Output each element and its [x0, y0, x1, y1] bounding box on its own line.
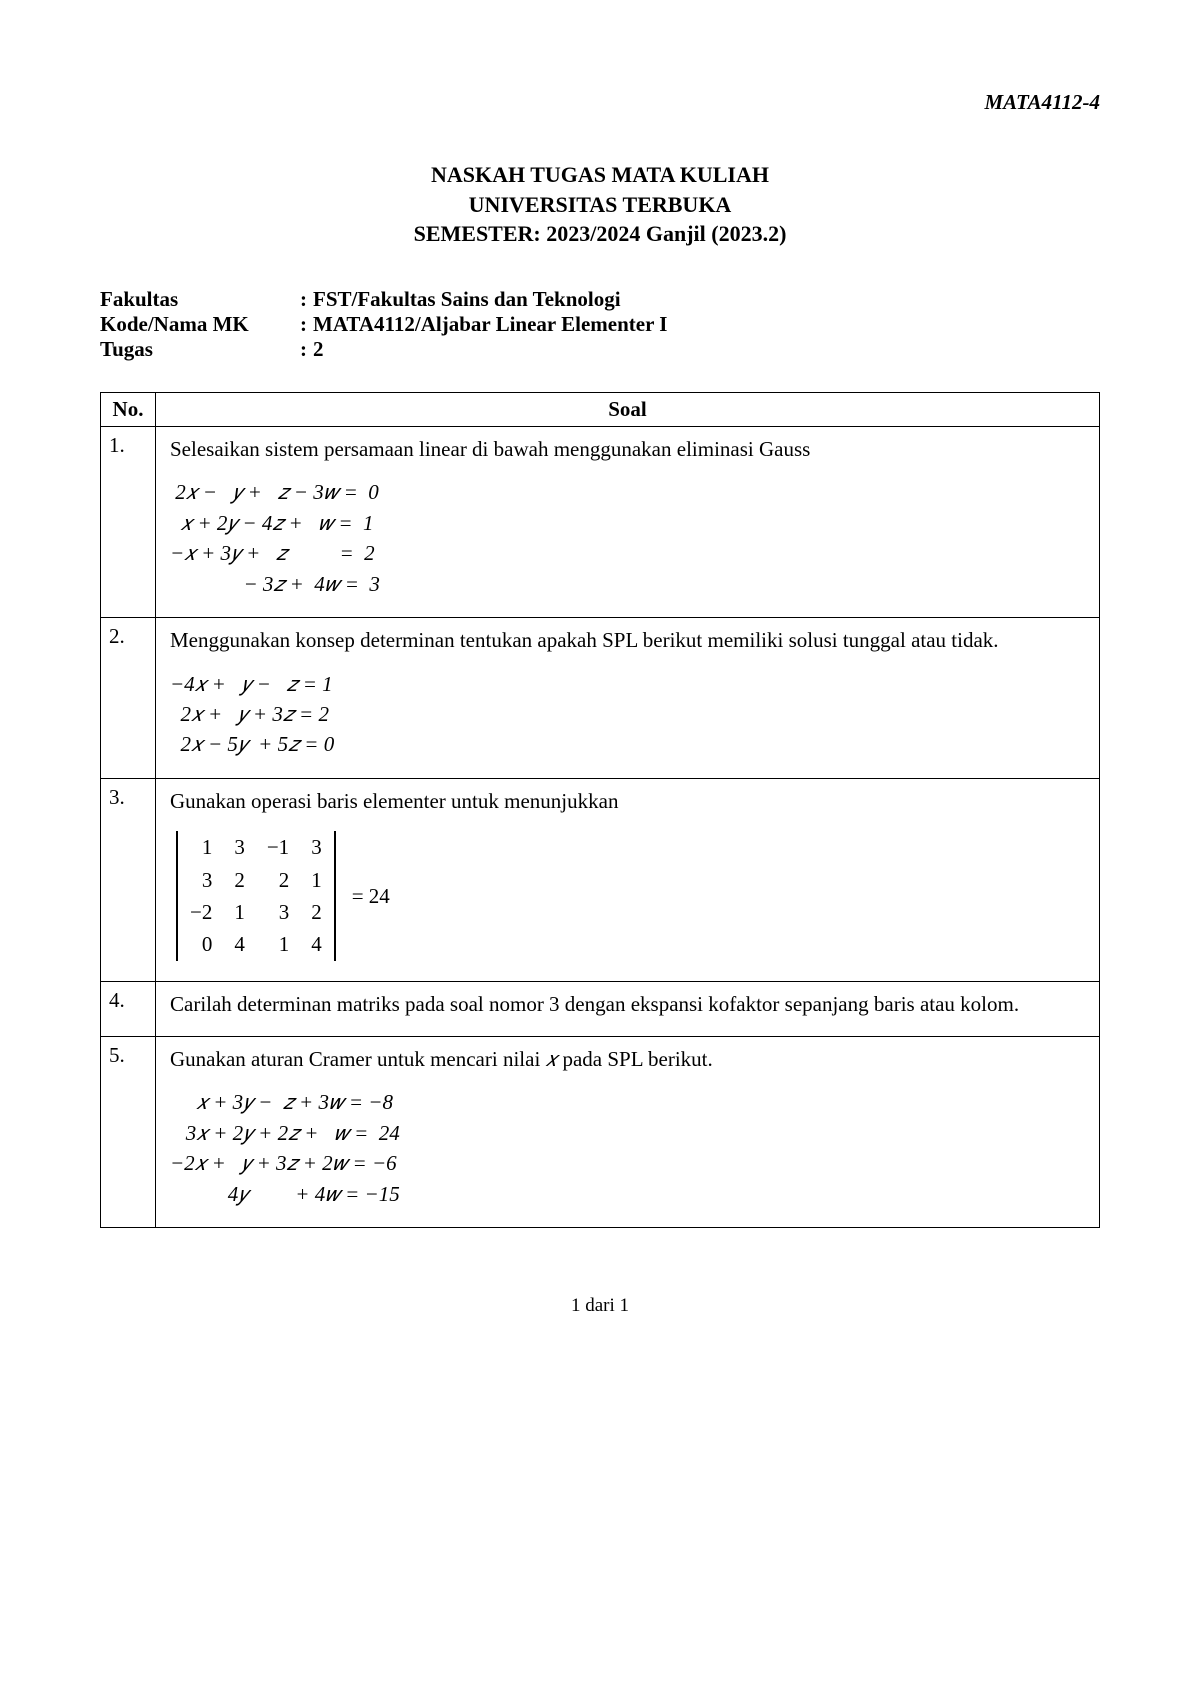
det-cell: 1 [190, 833, 212, 861]
det-cell: −2 [190, 898, 212, 926]
det-cell: 1 [311, 866, 322, 894]
question-number: 1. [101, 427, 156, 618]
det-cell: 2 [311, 898, 322, 926]
col-header-soal: Soal [156, 393, 1100, 427]
title-line-3: SEMESTER: 2023/2024 Ganjil (2023.2) [100, 219, 1100, 249]
meta-label: Tugas [100, 337, 300, 362]
meta-value: FST/Fakultas Sains dan Teknologi [313, 287, 621, 312]
question-number: 5. [101, 1036, 156, 1227]
meta-value: 2 [313, 337, 324, 362]
meta-value: MATA4112/Aljabar Linear Elementer I [313, 312, 667, 337]
det-cell: −1 [267, 833, 289, 861]
question-cell: Carilah determinan matriks pada soal nom… [156, 981, 1100, 1036]
question-text: Carilah determinan matriks pada soal nom… [170, 990, 1085, 1018]
question-number: 4. [101, 981, 156, 1036]
question-cell: Selesaikan sistem persamaan linear di ba… [156, 427, 1100, 618]
det-cell: 2 [267, 866, 289, 894]
det-cell: 2 [234, 866, 245, 894]
question-number: 3. [101, 778, 156, 981]
meta-row: Tugas : 2 [100, 337, 1100, 362]
question-text: Gunakan aturan Cramer untuk mencari nila… [170, 1045, 1085, 1073]
q5-var: 𝑥 [546, 1047, 558, 1071]
questions-table: No. Soal 1. Selesaikan sistem persamaan … [100, 392, 1100, 1228]
question-number: 2. [101, 618, 156, 779]
det-cell: 1 [234, 898, 245, 926]
det-cell: 4 [311, 930, 322, 958]
course-code-header: MATA4112-4 [984, 90, 1100, 115]
determinant-block: 1 3 −1 3 3 2 2 1 −2 1 3 2 0 4 1 [170, 829, 1085, 962]
meta-block: Fakultas : FST/Fakultas Sains dan Teknol… [100, 287, 1100, 362]
det-right-bar [334, 831, 336, 960]
det-cell: 3 [190, 866, 212, 894]
q5-suffix: pada SPL berikut. [557, 1047, 713, 1071]
title-block: NASKAH TUGAS MATA KULIAH UNIVERSITAS TER… [100, 160, 1100, 249]
equation-block: 2𝑥 − 𝑦 + 𝑧 − 3𝑤 = 0 𝑥 + 2𝑦 − 4𝑧 + 𝑤 = 1 … [170, 477, 1085, 599]
question-text: Selesaikan sistem persamaan linear di ba… [170, 435, 1085, 463]
question-text: Menggunakan konsep determinan tentukan a… [170, 626, 1085, 654]
table-row: 3. Gunakan operasi baris elementer untuk… [101, 778, 1100, 981]
det-grid: 1 3 −1 3 3 2 2 1 −2 1 3 2 0 4 1 [184, 829, 328, 962]
equation-block: 𝑥 + 3𝑦 − 𝑧 + 3𝑤 = −8 3𝑥 + 2𝑦 + 2𝑧 + 𝑤 = … [170, 1087, 1085, 1209]
question-cell: Gunakan aturan Cramer untuk mencari nila… [156, 1036, 1100, 1227]
table-row: 2. Menggunakan konsep determinan tentuka… [101, 618, 1100, 779]
question-cell: Menggunakan konsep determinan tentukan a… [156, 618, 1100, 779]
equation-block: −4𝑥 + 𝑦 − 𝑧 = 1 2𝑥 + 𝑦 + 3𝑧 = 2 2𝑥 − 5𝑦 … [170, 669, 1085, 760]
meta-row: Fakultas : FST/Fakultas Sains dan Teknol… [100, 287, 1100, 312]
det-cell: 3 [311, 833, 322, 861]
meta-colon: : [300, 312, 307, 337]
col-header-no: No. [101, 393, 156, 427]
meta-colon: : [300, 337, 307, 362]
meta-label: Kode/Nama MK [100, 312, 300, 337]
q5-prefix: Gunakan aturan Cramer untuk mencari nila… [170, 1047, 546, 1071]
meta-row: Kode/Nama MK : MATA4112/Aljabar Linear E… [100, 312, 1100, 337]
meta-colon: : [300, 287, 307, 312]
table-row: 4. Carilah determinan matriks pada soal … [101, 981, 1100, 1036]
question-text: Gunakan operasi baris elementer untuk me… [170, 787, 1085, 815]
title-line-1: NASKAH TUGAS MATA KULIAH [100, 160, 1100, 190]
title-line-2: UNIVERSITAS TERBUKA [100, 190, 1100, 220]
page-footer: 1 dari 1 [0, 1295, 1200, 1317]
det-cell: 0 [190, 930, 212, 958]
det-left-bar [176, 831, 178, 960]
table-row: 1. Selesaikan sistem persamaan linear di… [101, 427, 1100, 618]
question-cell: Gunakan operasi baris elementer untuk me… [156, 778, 1100, 981]
meta-label: Fakultas [100, 287, 300, 312]
table-row: 5. Gunakan aturan Cramer untuk mencari n… [101, 1036, 1100, 1227]
det-rhs: = 24 [352, 882, 390, 910]
det-cell: 3 [267, 898, 289, 926]
det-cell: 1 [267, 930, 289, 958]
det-cell: 4 [234, 930, 245, 958]
det-cell: 3 [234, 833, 245, 861]
